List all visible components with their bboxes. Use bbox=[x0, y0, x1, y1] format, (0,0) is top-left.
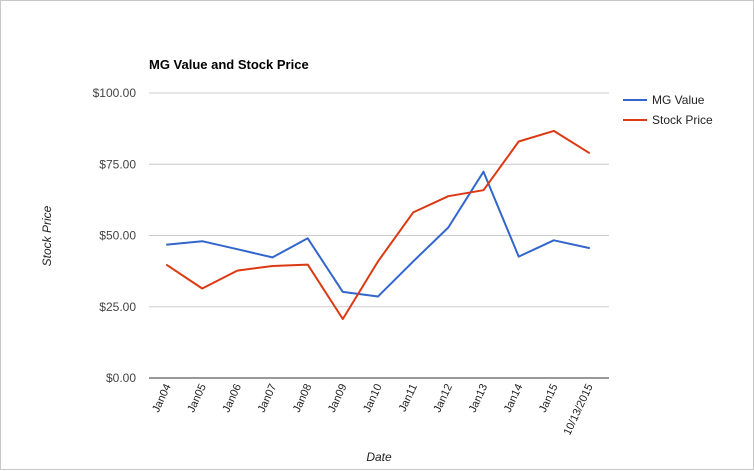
x-tick-label: 10/13/2015 bbox=[562, 382, 596, 437]
x-tick-label: Jan14 bbox=[502, 382, 526, 414]
y-tick-label: $0.00 bbox=[106, 371, 136, 385]
data-point bbox=[587, 151, 591, 155]
x-tick-label: Jan09 bbox=[326, 382, 350, 414]
y-tick-label: $100.00 bbox=[93, 86, 137, 100]
series-lines bbox=[165, 129, 591, 321]
legend-label: Stock Price bbox=[652, 113, 713, 127]
data-point bbox=[376, 294, 380, 298]
gridlines bbox=[149, 92, 609, 308]
data-point bbox=[165, 263, 169, 267]
data-point bbox=[482, 188, 486, 192]
series-line-0 bbox=[166, 170, 590, 298]
x-tick-label: Jan12 bbox=[432, 382, 456, 414]
y-tick-label: $75.00 bbox=[99, 157, 136, 171]
data-point bbox=[376, 259, 380, 263]
data-point bbox=[552, 129, 556, 133]
data-point bbox=[165, 243, 169, 247]
x-tick-label: Jan07 bbox=[256, 382, 280, 414]
legend: MG Value Stock Price bbox=[623, 93, 713, 127]
data-point bbox=[341, 317, 345, 321]
data-point bbox=[446, 226, 450, 230]
x-tick-label: Jan10 bbox=[361, 382, 385, 414]
data-point bbox=[587, 246, 591, 250]
data-point bbox=[517, 139, 521, 143]
data-point bbox=[411, 210, 415, 214]
data-point bbox=[411, 259, 415, 263]
legend-label: MG Value bbox=[652, 93, 705, 107]
x-tick-label: Jan04 bbox=[150, 382, 174, 414]
series-line-1 bbox=[166, 129, 590, 320]
data-point bbox=[341, 290, 345, 294]
chart-title: MG Value and Stock Price bbox=[149, 57, 309, 72]
data-point bbox=[271, 255, 275, 259]
x-axis-ticks: Jan04 Jan05 Jan06 Jan07 Jan08 Jan09 Jan10 Jan11… bbox=[150, 382, 596, 437]
data-point bbox=[306, 263, 310, 267]
data-point bbox=[235, 269, 239, 273]
data-point bbox=[446, 194, 450, 198]
data-point bbox=[552, 238, 556, 242]
y-axis-label: Stock Price bbox=[40, 205, 54, 266]
x-tick-label: Jan15 bbox=[537, 382, 561, 414]
x-tick-label: Jan13 bbox=[467, 382, 491, 414]
y-tick-label: $25.00 bbox=[99, 300, 136, 314]
x-tick-label: Jan08 bbox=[291, 382, 315, 414]
x-tick-label: Jan11 bbox=[397, 382, 420, 413]
data-point bbox=[482, 170, 486, 174]
data-point bbox=[200, 239, 204, 243]
x-tick-label: Jan06 bbox=[221, 382, 245, 414]
data-point bbox=[306, 236, 310, 240]
data-point bbox=[235, 247, 239, 251]
x-axis-label: Date bbox=[366, 450, 392, 464]
data-point bbox=[200, 287, 204, 291]
data-point bbox=[271, 264, 275, 268]
data-point bbox=[517, 255, 521, 259]
y-axis-ticks: $0.00 $25.00 $50.00 $75.00 $100.00 bbox=[93, 86, 137, 385]
y-tick-label: $50.00 bbox=[99, 229, 136, 243]
x-tick-label: Jan05 bbox=[185, 382, 209, 414]
